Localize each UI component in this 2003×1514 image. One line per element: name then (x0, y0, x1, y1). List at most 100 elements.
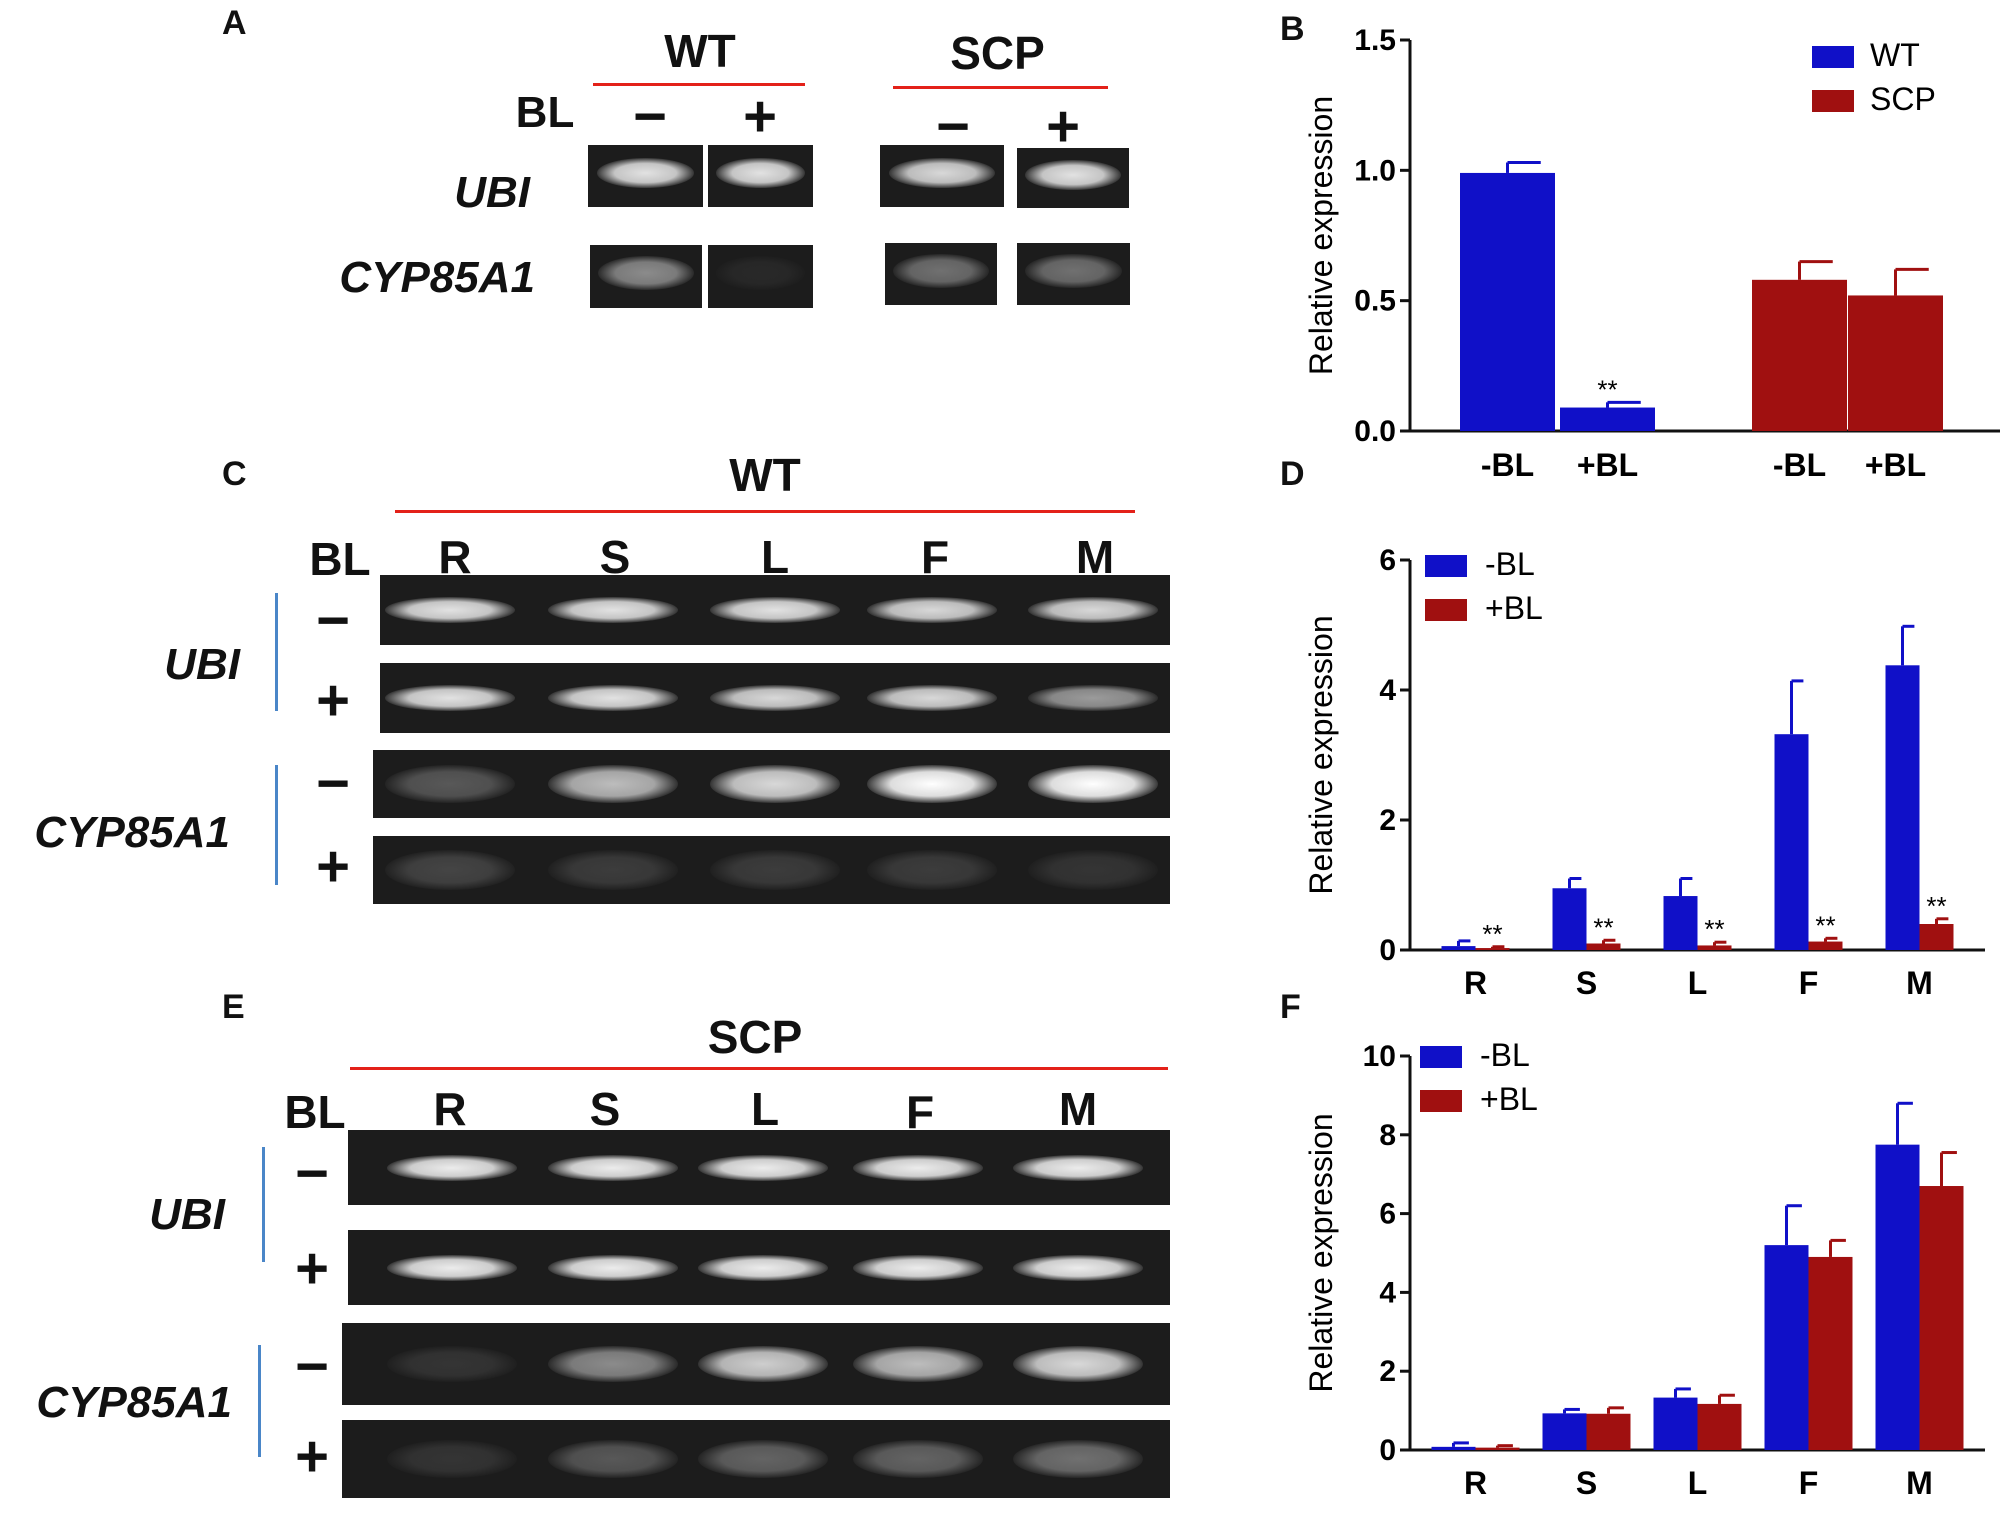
gel-strip-CYP_plus (373, 836, 1170, 904)
band-UBI_plus (710, 685, 840, 711)
band-CYP_minus (548, 1346, 678, 1382)
gel-lane (708, 245, 813, 308)
lane-label-f: F (920, 531, 950, 583)
x-tick-label: -BL (1481, 447, 1534, 483)
bar-minusbl (1552, 888, 1587, 950)
band-ubi (889, 157, 995, 188)
sign-plus: + (1046, 94, 1080, 159)
significance-label: ** (1704, 914, 1724, 944)
sign-plus: + (316, 834, 350, 899)
group-label-scp: SCP (707, 1011, 803, 1063)
band-ubi (715, 157, 806, 188)
bar-plusbl (1475, 1447, 1520, 1450)
y-tick-label: 1.0 (1354, 154, 1396, 187)
x-tick-label: S (1576, 965, 1597, 1001)
legend-swatch (1425, 599, 1467, 621)
band-UBI_minus (385, 597, 515, 623)
sign-plus: + (743, 84, 777, 149)
band-CYP_plus (710, 850, 840, 890)
bar-plusbl (1919, 1186, 1964, 1450)
band-CYP_minus (548, 765, 678, 803)
bar-minusbl (1875, 1144, 1920, 1450)
gene-label-ubi: UBI (164, 640, 240, 689)
bar-wt (1560, 407, 1655, 431)
lane-label-f: F (905, 1086, 935, 1138)
band-CYP_plus (867, 850, 997, 890)
legend-swatch (1425, 555, 1467, 577)
band-UBI_plus (548, 1254, 678, 1281)
y-tick-label: 0.0 (1354, 415, 1396, 448)
y-tick-label: 0 (1379, 1434, 1396, 1467)
x-tick-label: M (1906, 965, 1933, 1001)
gel-lane (708, 145, 813, 207)
y-tick-label: 6 (1379, 544, 1396, 577)
band-CYP_minus (853, 1346, 983, 1382)
x-tick-label: L (1688, 1465, 1708, 1501)
legend-label: +BL (1480, 1081, 1538, 1117)
lane-label-m: M (1075, 531, 1115, 583)
gene-label-cyp85a1: CYP85A1 (339, 253, 535, 302)
gel-lane (880, 145, 1004, 207)
lane-label-r: R (438, 531, 472, 583)
bracket-cyp85a1 (275, 765, 278, 885)
band-UBI_minus (853, 1154, 983, 1181)
bar-plusbl (1808, 941, 1843, 950)
lane-label-l: L (760, 531, 790, 583)
bracket-ubi (275, 593, 278, 711)
y-tick-label: 2 (1379, 1355, 1396, 1388)
legend-label: +BL (1485, 590, 1543, 626)
bar-minusbl (1431, 1446, 1476, 1450)
gene-label-ubi: UBI (454, 168, 530, 217)
bar-plusbl (1919, 924, 1954, 950)
x-tick-label: S (1576, 1465, 1597, 1501)
band-UBI_minus (548, 597, 678, 623)
panel-label-c: C (222, 455, 247, 493)
y-tick-label: 4 (1379, 1276, 1396, 1309)
legend-swatch (1812, 46, 1854, 68)
gel-lane (1017, 243, 1130, 305)
band-CYP_plus (548, 850, 678, 890)
bar-plusbl (1697, 945, 1732, 950)
bar-plusbl (1808, 1256, 1853, 1450)
sign-plus: + (316, 668, 350, 733)
y-axis-label: Relative expression (1303, 96, 1339, 375)
bar-minusbl (1764, 1245, 1809, 1450)
band-CYP_plus (385, 850, 515, 890)
x-tick-label: F (1799, 1465, 1819, 1501)
sign-plus: + (295, 1424, 329, 1489)
x-tick-label: +BL (1865, 447, 1926, 483)
band-CYP_minus (867, 765, 997, 803)
group-line-scp (893, 86, 1108, 89)
bar-scp (1848, 295, 1943, 431)
band-UBI_minus (710, 597, 840, 623)
band-CYP_minus (387, 1346, 517, 1382)
group-label-scp: SCP (950, 27, 1045, 79)
band-ubi (1025, 160, 1121, 190)
significance-label: ** (1815, 910, 1835, 940)
bar-minusbl (1663, 896, 1698, 950)
bar-scp (1752, 279, 1847, 431)
sign-minus: − (316, 751, 350, 816)
band-UBI_plus (853, 1254, 983, 1281)
bl-label: BL (515, 88, 575, 137)
chart-panel-d: 0 2 4 6 Relative expression ** R ** S ** L ** F ** M -B… (1303, 544, 1985, 1001)
x-tick-label: -BL (1773, 447, 1826, 483)
bl-label: BL (309, 533, 371, 585)
group-label-wt: WT (729, 449, 801, 501)
bar-plusbl (1697, 1403, 1742, 1450)
band-CYP_minus (1028, 765, 1158, 803)
sign-minus: − (316, 588, 350, 653)
bar-minusbl (1653, 1397, 1698, 1450)
gel-lane (1017, 148, 1129, 208)
band-UBI_plus (1013, 1254, 1143, 1281)
band-CYP_minus (385, 765, 515, 803)
band-cyp85a1 (893, 253, 989, 288)
x-tick-label: L (1688, 965, 1708, 1001)
legend-label: WT (1870, 37, 1920, 73)
band-UBI_plus (548, 685, 678, 711)
band-CYP_minus (710, 765, 840, 803)
y-tick-label: 8 (1379, 1119, 1396, 1152)
band-CYP_plus (698, 1440, 828, 1478)
band-UBI_minus (698, 1154, 828, 1181)
band-CYP_minus (698, 1346, 828, 1382)
